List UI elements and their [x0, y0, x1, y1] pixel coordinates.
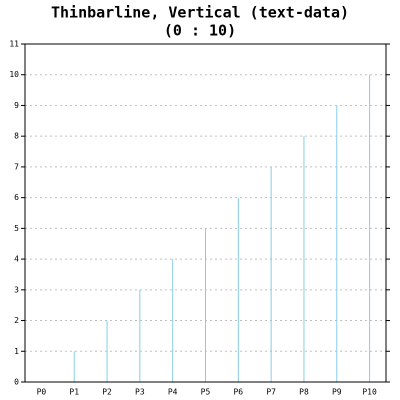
x-tick-label: P9	[332, 388, 342, 397]
y-tick-label: 2	[14, 316, 19, 325]
x-tick-label: P10	[362, 388, 377, 397]
x-tick-label: P6	[233, 388, 243, 397]
chart-title: Thinbarline, Vertical (text-data)	[51, 4, 349, 22]
plot-frame	[24, 43, 387, 383]
y-tick-label: 9	[14, 101, 19, 110]
y-tick-label: 6	[14, 193, 19, 202]
x-tick-label: P3	[135, 388, 145, 397]
x-tick-label: P8	[299, 388, 309, 397]
y-tick-label: 8	[14, 132, 19, 141]
y-tick-label: 11	[9, 40, 19, 49]
y-tick-label: 10	[9, 70, 19, 79]
y-tick-label: 7	[14, 162, 19, 171]
y-tick-label: 1	[14, 347, 19, 356]
x-tick-label: P5	[201, 388, 211, 397]
x-tick-label: P4	[168, 388, 178, 397]
x-tick-label: P0	[37, 388, 47, 397]
y-tick-label: 4	[14, 255, 19, 264]
y-tick-label: 3	[14, 285, 19, 294]
x-tick-label: P1	[69, 388, 79, 397]
y-tick-label: 5	[14, 224, 19, 233]
chart-subtitle: (0 : 10)	[164, 22, 236, 40]
x-tick-label: P7	[266, 388, 276, 397]
y-tick-label: 0	[14, 378, 19, 387]
x-tick-label: P2	[102, 388, 112, 397]
